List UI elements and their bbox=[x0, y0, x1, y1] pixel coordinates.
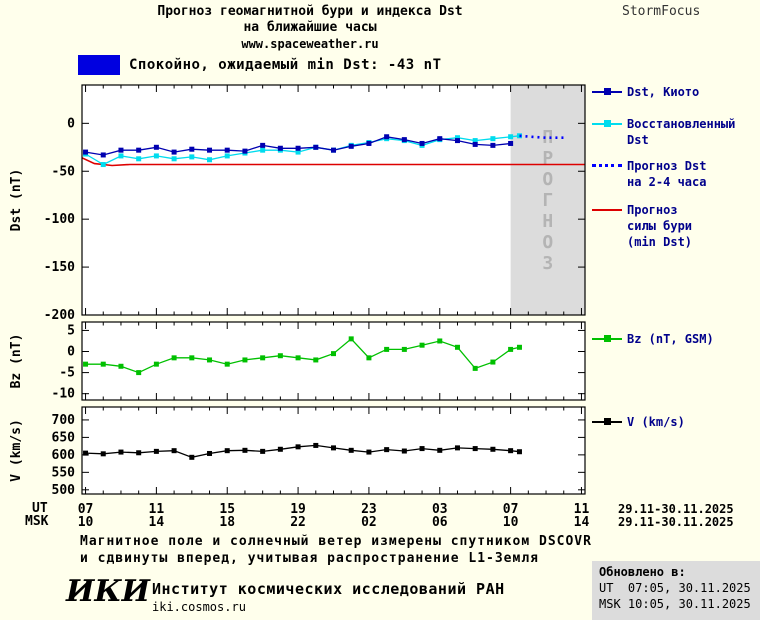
svg-text:5: 5 bbox=[67, 323, 75, 338]
brand-label: StormFocus bbox=[622, 4, 701, 19]
svg-text:З: З bbox=[542, 253, 553, 274]
xaxis-ut-prefix: UT bbox=[32, 501, 48, 516]
page-title: Прогноз геомагнитной бури и индекса Dst … bbox=[40, 4, 580, 52]
svg-text:П: П bbox=[542, 127, 553, 148]
data-source-note-line2: и сдвинуты вперед, учитывая распростране… bbox=[80, 551, 539, 566]
dst-kyoto-marker-icon bbox=[592, 85, 622, 99]
updated-msk: MSK 10:05, 30.11.2025 bbox=[599, 597, 751, 611]
legend-label: Bz (nT, GSM) bbox=[627, 332, 714, 346]
svg-text:Dst (nT): Dst (nT) bbox=[9, 169, 24, 232]
xaxis-ut-date: 29.11-30.11.2025 bbox=[618, 502, 734, 516]
legend-bz: Bz (nT, GSM) bbox=[592, 331, 760, 347]
svg-text:18: 18 bbox=[219, 515, 235, 530]
legend-storm-forecast: Прогноз силы бури (min Dst) bbox=[592, 202, 760, 250]
svg-text:06: 06 bbox=[432, 515, 448, 530]
svg-text:0: 0 bbox=[67, 345, 75, 360]
svg-text:Р: Р bbox=[542, 148, 553, 169]
svg-text:-50: -50 bbox=[52, 164, 76, 179]
svg-text:10: 10 bbox=[503, 515, 519, 530]
legend-dst-kyoto: Dst, Киото bbox=[592, 84, 760, 100]
dst-forecast-marker-icon bbox=[592, 159, 622, 173]
v-marker-icon bbox=[592, 415, 622, 429]
svg-text:600: 600 bbox=[52, 448, 76, 463]
bz-marker-icon bbox=[592, 332, 622, 346]
svg-text:О: О bbox=[542, 232, 553, 253]
dst-restored-marker-icon bbox=[592, 117, 622, 131]
legend-v: V (km/s) bbox=[592, 414, 760, 430]
status-banner: Спокойно, ожидаемый min Dst: -43 nT bbox=[78, 55, 442, 75]
xaxis-msk-date: 29.11-30.11.2025 bbox=[618, 515, 734, 529]
svg-text:07: 07 bbox=[503, 502, 519, 517]
svg-text:14: 14 bbox=[149, 515, 165, 530]
legend-dst-forecast: Прогноз Dst на 2-4 часа bbox=[592, 158, 760, 190]
svg-text:Н: Н bbox=[542, 211, 553, 232]
iki-logo: ИКИ bbox=[66, 574, 150, 609]
svg-text:700: 700 bbox=[52, 413, 76, 428]
legend-dst-restored: Восстановленный Dst bbox=[592, 116, 760, 148]
svg-text:500: 500 bbox=[52, 483, 76, 498]
updated-title: Обновлено в: bbox=[599, 565, 686, 579]
svg-text:-150: -150 bbox=[44, 260, 75, 275]
data-source-note-line1: Магнитное поле и солнечный ветер измерен… bbox=[80, 534, 592, 549]
svg-text:-10: -10 bbox=[52, 387, 76, 402]
svg-text:19: 19 bbox=[290, 502, 306, 517]
svg-text:23: 23 bbox=[361, 502, 377, 517]
svg-text:-5: -5 bbox=[59, 366, 75, 381]
updated-panel: Обновлено в: UT 07:05, 30.11.2025 MSK 10… bbox=[592, 561, 760, 620]
svg-text:10: 10 bbox=[78, 515, 94, 530]
updated-ut: UT 07:05, 30.11.2025 bbox=[599, 581, 751, 595]
svg-text:07: 07 bbox=[78, 502, 94, 517]
legend-label: Dst, Киото bbox=[627, 85, 700, 99]
svg-text:03: 03 bbox=[432, 502, 448, 517]
svg-text:02: 02 bbox=[361, 515, 377, 530]
svg-text:22: 22 bbox=[290, 515, 306, 530]
svg-text:11: 11 bbox=[149, 502, 165, 517]
svg-text:-100: -100 bbox=[44, 212, 75, 227]
svg-text:15: 15 bbox=[219, 502, 235, 517]
website-link: www.spaceweather.ru bbox=[241, 37, 379, 51]
xaxis-msk-prefix: MSK bbox=[25, 514, 49, 529]
title-line1: Прогноз геомагнитной бури и индекса Dst bbox=[157, 4, 463, 19]
legend-label: V (km/s) bbox=[627, 415, 685, 429]
svg-text:550: 550 bbox=[52, 465, 76, 480]
svg-text:О: О bbox=[542, 169, 553, 190]
svg-text:Г: Г bbox=[542, 190, 553, 211]
institute-name: Институт космических исследований РАН bbox=[152, 580, 505, 598]
legend-label: Прогноз силы бури (min Dst) bbox=[627, 203, 693, 249]
data-source-note: Магнитное поле и солнечный ветер измерен… bbox=[80, 533, 592, 567]
svg-text:14: 14 bbox=[574, 515, 590, 530]
status-color-swatch bbox=[78, 55, 120, 75]
legend-label: Восстановленный Dst bbox=[627, 117, 736, 147]
svg-text:Bz (nT): Bz (nT) bbox=[9, 334, 24, 389]
title-line2: на ближайшие часы bbox=[243, 20, 377, 35]
svg-text:650: 650 bbox=[52, 430, 76, 445]
institute-url: iki.cosmos.ru bbox=[152, 600, 246, 614]
svg-text:V (km/s): V (km/s) bbox=[9, 419, 24, 482]
svg-text:11: 11 bbox=[574, 502, 590, 517]
legend-label: Прогноз Dst на 2-4 часа bbox=[627, 159, 707, 189]
status-text: Спокойно, ожидаемый min Dst: -43 nT bbox=[129, 57, 442, 73]
storm-forecast-marker-icon bbox=[592, 203, 622, 217]
svg-text:-200: -200 bbox=[44, 308, 75, 323]
svg-text:0: 0 bbox=[67, 116, 75, 131]
